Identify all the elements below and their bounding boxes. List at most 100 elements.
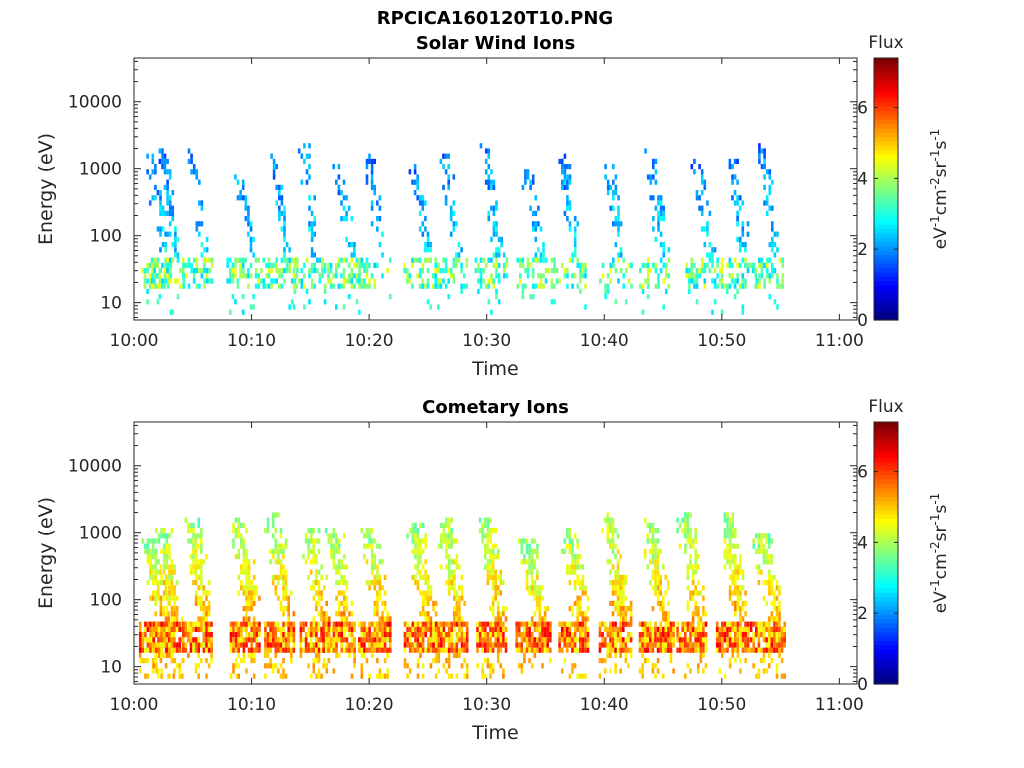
heatmap-cell bbox=[702, 621, 705, 627]
heatmap-cell bbox=[150, 262, 154, 268]
heatmap-cell bbox=[284, 637, 288, 643]
heatmap-cell bbox=[437, 668, 441, 674]
heatmap-cell bbox=[250, 606, 253, 612]
heatmap-cell bbox=[614, 668, 617, 674]
heatmap-cell bbox=[194, 574, 198, 580]
heatmap-cell bbox=[408, 632, 412, 638]
heatmap-cell bbox=[307, 632, 310, 638]
heatmap-cell bbox=[148, 200, 152, 206]
heatmap-cell bbox=[536, 595, 539, 601]
heatmap-cell bbox=[373, 626, 377, 632]
heatmap-cell bbox=[158, 273, 162, 279]
heatmap-cell bbox=[317, 668, 321, 674]
heatmap-cell bbox=[462, 273, 466, 279]
heatmap-cell bbox=[419, 637, 422, 643]
heatmap-cell bbox=[452, 210, 456, 216]
heatmap-cell bbox=[376, 595, 379, 601]
heatmap-cell bbox=[491, 606, 495, 612]
heatmap-cell bbox=[741, 626, 745, 632]
heatmap-cell bbox=[237, 522, 240, 528]
heatmap-cell bbox=[566, 205, 569, 211]
colorbar-swatch bbox=[874, 149, 898, 155]
heatmap-cell bbox=[205, 673, 208, 679]
heatmap-cell bbox=[736, 179, 739, 185]
heatmap-cell bbox=[718, 637, 722, 643]
heatmap-cell bbox=[568, 200, 572, 206]
heatmap-cell bbox=[421, 574, 425, 580]
heatmap-cell bbox=[434, 626, 438, 632]
heatmap-cell bbox=[232, 668, 235, 674]
heatmap-cell bbox=[702, 647, 705, 653]
heatmap-cell bbox=[678, 632, 682, 638]
heatmap-cell bbox=[691, 580, 695, 586]
heatmap-cell bbox=[245, 642, 248, 648]
heatmap-cell bbox=[502, 606, 505, 612]
heatmap-cell bbox=[775, 647, 779, 653]
heatmap-cell bbox=[159, 611, 163, 617]
heatmap-cell bbox=[530, 569, 534, 575]
heatmap-cell bbox=[733, 294, 737, 300]
heatmap-cell bbox=[490, 309, 493, 315]
heatmap-cell bbox=[200, 543, 203, 549]
heatmap-cell bbox=[240, 642, 243, 648]
heatmap-cell bbox=[720, 278, 724, 284]
heatmap-cell bbox=[726, 559, 729, 565]
heatmap-cell bbox=[406, 278, 409, 284]
heatmap-cell bbox=[625, 299, 628, 305]
heatmap-cell bbox=[205, 606, 208, 612]
heatmap-cell bbox=[721, 632, 724, 638]
heatmap-cell bbox=[491, 668, 495, 674]
heatmap-cell bbox=[165, 595, 169, 601]
heatmap-cell bbox=[749, 626, 753, 632]
heatmap-cell bbox=[690, 262, 694, 268]
heatmap-cell bbox=[229, 273, 232, 279]
heatmap-cell bbox=[154, 169, 157, 175]
heatmap-cell bbox=[720, 257, 724, 263]
heatmap-cell bbox=[762, 533, 766, 539]
heatmap-cell bbox=[174, 278, 177, 284]
heatmap-cell bbox=[149, 626, 152, 632]
heatmap-cell bbox=[445, 533, 448, 539]
heatmap-cell bbox=[757, 533, 761, 539]
heatmap-cell bbox=[537, 257, 540, 263]
heatmap-cell bbox=[609, 580, 612, 586]
heatmap-cell bbox=[576, 673, 579, 679]
heatmap-cell bbox=[489, 574, 492, 580]
heatmap-cell bbox=[455, 538, 459, 544]
heatmap-cell bbox=[544, 257, 548, 263]
heatmap-cell bbox=[315, 632, 318, 638]
heatmap-cell bbox=[155, 668, 158, 674]
colorbar-swatch bbox=[874, 215, 898, 221]
heatmap-cell bbox=[348, 652, 351, 658]
heatmap-cell bbox=[693, 262, 696, 268]
heatmap-cell bbox=[270, 283, 273, 289]
heatmap-cell bbox=[173, 564, 176, 570]
heatmap-cell bbox=[287, 595, 290, 601]
heatmap-cell bbox=[161, 205, 165, 211]
heatmap-cell bbox=[492, 231, 496, 237]
heatmap-cell bbox=[192, 580, 195, 586]
heatmap-cell bbox=[672, 668, 675, 674]
heatmap-cell bbox=[699, 616, 703, 622]
heatmap-cell bbox=[320, 564, 323, 570]
heatmap-cell bbox=[271, 668, 275, 674]
heatmap-cell bbox=[528, 548, 531, 554]
heatmap-cell bbox=[419, 647, 422, 653]
heatmap-cell bbox=[200, 205, 204, 211]
heatmap-cell bbox=[304, 642, 308, 648]
heatmap-cell bbox=[736, 585, 740, 591]
heatmap-cell bbox=[421, 205, 425, 211]
heatmap-cell bbox=[252, 294, 255, 300]
heatmap-cell bbox=[773, 600, 776, 606]
heatmap-cell bbox=[168, 652, 171, 658]
y-tick-label: 100 bbox=[90, 227, 122, 247]
heatmap-cell bbox=[609, 642, 612, 648]
heatmap-cell bbox=[603, 626, 607, 632]
heatmap-cell bbox=[308, 273, 311, 279]
heatmap-cell bbox=[157, 533, 161, 539]
colorbar-swatch bbox=[874, 162, 898, 168]
heatmap-cell bbox=[770, 626, 774, 632]
heatmap-cell bbox=[447, 533, 451, 539]
heatmap-cell bbox=[700, 257, 704, 263]
heatmap-cell bbox=[383, 637, 387, 643]
